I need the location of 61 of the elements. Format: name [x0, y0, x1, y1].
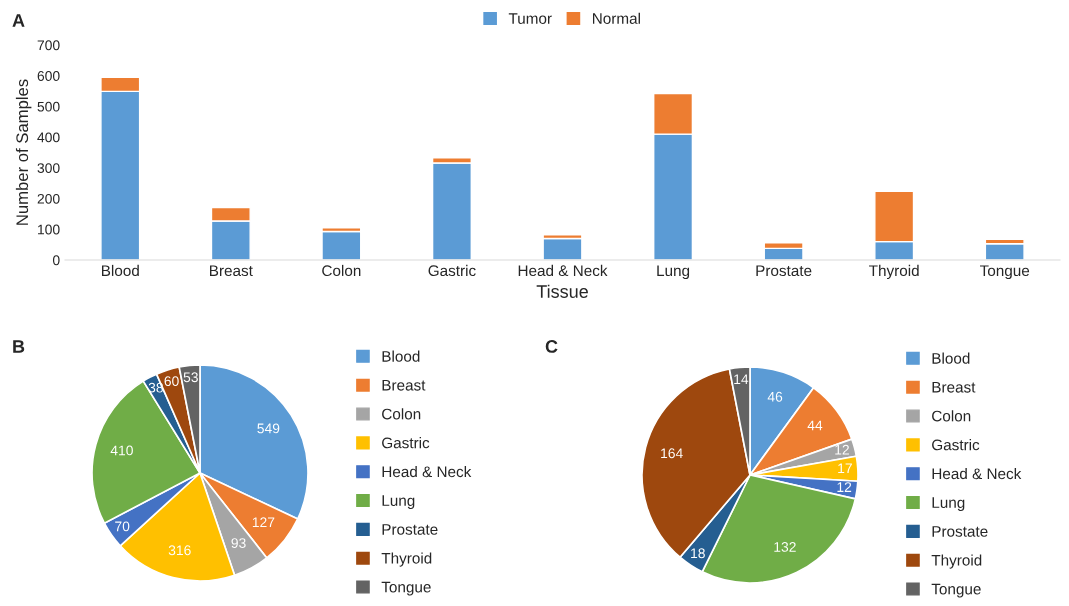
text: B: [13, 340, 25, 353]
x-tick-label: Breast: [210, 265, 253, 277]
legend-label: Lung: [382, 495, 415, 509]
data-label: 127: [252, 517, 275, 528]
y-tick-label: 400: [37, 132, 60, 143]
data-label: 132: [774, 542, 796, 552]
legend-label: Tongue: [931, 583, 981, 598]
data-label: 60: [164, 376, 179, 387]
y-axis-title: Number of Samples: [15, 79, 32, 225]
legend-label: Head & Neck: [382, 465, 472, 478]
x-tick-label: Blood: [101, 264, 139, 277]
x-tick-label: Tongue: [980, 265, 1030, 280]
legend-label: Thyroid: [381, 552, 432, 567]
x-tick-label: Head & Neck: [518, 264, 608, 277]
legend-label: Breast: [382, 379, 426, 391]
legend-label: Lung: [932, 497, 965, 511]
legend-label: Gastric: [932, 439, 980, 451]
y-tick-label: 300: [37, 163, 60, 174]
legend-label: Head & Neck: [932, 467, 1022, 480]
text: A: [12, 14, 25, 27]
data-label: 53: [183, 372, 198, 383]
legend-label: Breast: [932, 381, 976, 393]
x-tick-label: Gastric: [428, 264, 476, 277]
x-tick-label: Colon: [322, 264, 361, 277]
x-tick-label: Thyroid: [869, 264, 919, 280]
legend-label: Colon: [382, 408, 421, 420]
data-label: 14: [734, 374, 749, 384]
legend-label: Prostate: [382, 524, 438, 535]
data-label: 18: [691, 548, 705, 559]
y-tick-label: 0: [52, 255, 60, 266]
y-tick-label: 100: [38, 224, 60, 235]
x-axis-title: Tissue: [536, 284, 588, 298]
x-tick-label: Lung: [657, 265, 690, 280]
data-label: 164: [661, 448, 683, 459]
y-tick-label: 700: [37, 40, 60, 51]
bar: [542, 237, 583, 260]
text: C: [545, 340, 558, 353]
legend-label: Colon: [932, 410, 971, 422]
data-label: 316: [168, 545, 191, 556]
data-label: 12: [837, 482, 852, 492]
legend-label: Blood: [382, 350, 420, 362]
data-label: 70: [115, 521, 130, 532]
x-tick-label: Prostate: [756, 265, 812, 277]
data-label: 44: [807, 420, 823, 431]
y-tick-label: 200: [37, 193, 60, 204]
legend-label: Normal: [593, 12, 640, 24]
legend-label: Prostate: [932, 526, 988, 537]
data-label: 549: [257, 423, 280, 434]
y-tick-label: 500: [37, 101, 60, 112]
data-label: 12: [835, 444, 849, 455]
data-label: 410: [110, 445, 133, 456]
legend-label: Thyroid: [931, 554, 982, 569]
legend-label: Gastric: [382, 437, 430, 449]
legend-label: Blood: [932, 352, 970, 364]
bar: [321, 230, 362, 260]
legend-label: Tumor: [508, 13, 552, 24]
legend-label: Tongue: [381, 581, 431, 596]
data-label: 46: [767, 391, 783, 402]
data-label: 93: [231, 538, 246, 548]
data-label: 17: [838, 463, 852, 474]
y-tick-label: 600: [37, 71, 60, 81]
